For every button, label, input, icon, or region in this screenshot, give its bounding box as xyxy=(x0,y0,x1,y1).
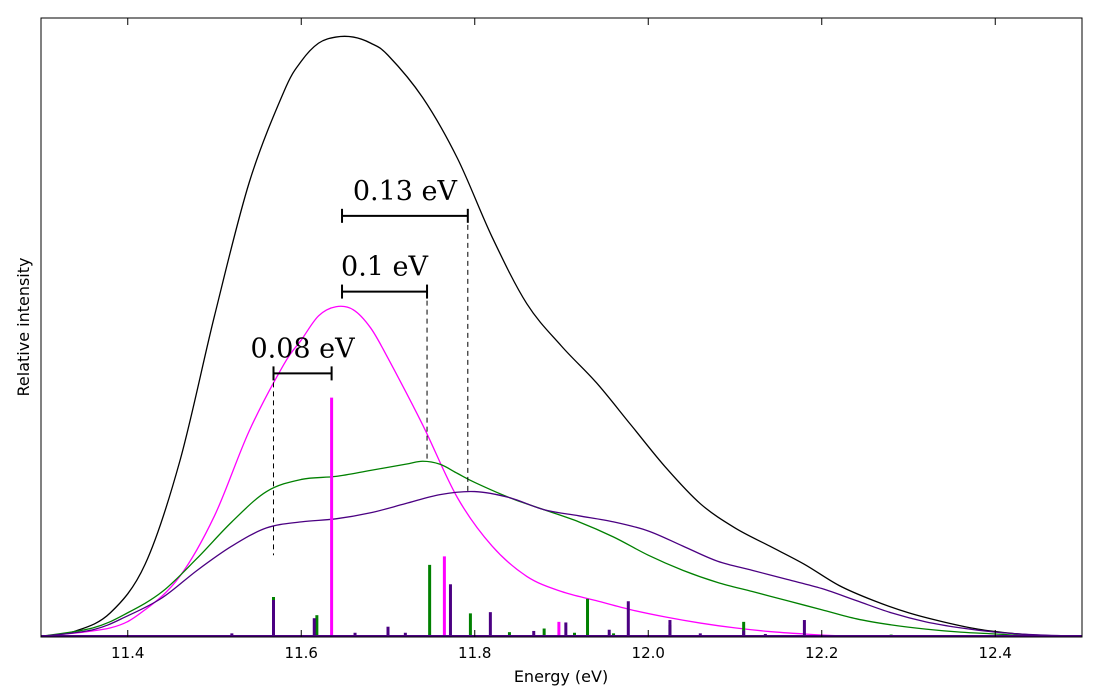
series-line-1 xyxy=(40,35,1083,638)
x-axis-label: Energy (eV) xyxy=(514,667,608,686)
x-tick-label-6: 12.4 xyxy=(979,644,1012,662)
series-line-4 xyxy=(40,490,1083,638)
annotation-label-3: 0.13 eV xyxy=(353,176,458,207)
annotation-label-2: 0.1 eV xyxy=(341,252,429,283)
x-tick-label-3: 11.8 xyxy=(458,644,491,662)
plot-background xyxy=(41,18,1082,637)
series-line-2 xyxy=(40,305,874,638)
x-tick-label-2: 11.6 xyxy=(285,644,318,662)
annotation-label-1: 0.08 eV xyxy=(250,333,355,364)
x-axis-ticks: 11.4 11.6 11.8 12.0 12.2 12.4 xyxy=(111,18,1012,662)
x-tick-label-5: 12.2 xyxy=(805,644,838,662)
y-axis-label: Relative intensity xyxy=(14,258,33,397)
x-tick-label-1: 11.4 xyxy=(111,644,144,662)
plot-frame xyxy=(40,17,1083,638)
annotations: 0.08 eV 0.1 eV 0.13 eV xyxy=(250,176,469,381)
x-tick-label-4: 12.0 xyxy=(632,644,665,662)
envelope-curves xyxy=(40,35,1083,638)
stick-spectra xyxy=(41,397,1082,637)
guide-lines xyxy=(272,215,469,556)
